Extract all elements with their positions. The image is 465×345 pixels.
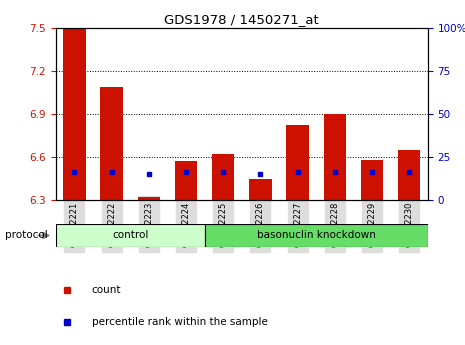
- Bar: [56, 224, 205, 247]
- Bar: [361, 160, 383, 200]
- Text: basonuclin knockdown: basonuclin knockdown: [257, 230, 376, 240]
- Title: GDS1978 / 1450271_at: GDS1978 / 1450271_at: [165, 13, 319, 27]
- Bar: [63, 28, 86, 200]
- Bar: [212, 154, 234, 200]
- Bar: [138, 197, 160, 200]
- Bar: [398, 150, 420, 200]
- Bar: [249, 178, 272, 200]
- Bar: [100, 87, 123, 200]
- Text: control: control: [112, 230, 148, 240]
- Text: protocol: protocol: [5, 230, 47, 240]
- Bar: [175, 161, 197, 200]
- Text: count: count: [92, 285, 121, 295]
- Bar: [286, 125, 309, 200]
- Bar: [205, 224, 428, 247]
- Text: percentile rank within the sample: percentile rank within the sample: [92, 317, 267, 327]
- Bar: [324, 114, 346, 200]
